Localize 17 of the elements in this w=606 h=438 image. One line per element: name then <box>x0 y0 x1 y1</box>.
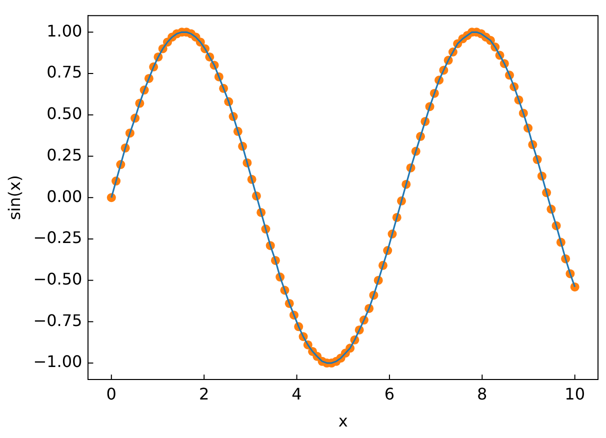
x-tick-label: 0 <box>106 384 116 404</box>
y-tick-label: 0.75 <box>46 62 82 82</box>
y-tick-label: −0.25 <box>33 228 82 248</box>
y-tick-label: −1.00 <box>33 352 82 372</box>
x-tick-label: 6 <box>384 384 395 404</box>
y-tick-label: 0.25 <box>46 145 82 164</box>
x-tick-label: 8 <box>477 384 488 404</box>
y-tick-label: 1.00 <box>46 21 82 40</box>
y-tick-label: −0.50 <box>33 269 82 288</box>
y-tick-label: −0.75 <box>33 310 82 330</box>
y-tick-label: 0.00 <box>46 186 82 206</box>
x-tick-label: 2 <box>198 384 210 404</box>
y-tick-label: 0.50 <box>46 104 82 124</box>
x-tick-label: 10 <box>564 384 586 404</box>
x-axis-title: x <box>338 412 348 431</box>
x-tick-label: 4 <box>292 384 302 404</box>
y-axis-title: sin(x) <box>4 175 24 220</box>
